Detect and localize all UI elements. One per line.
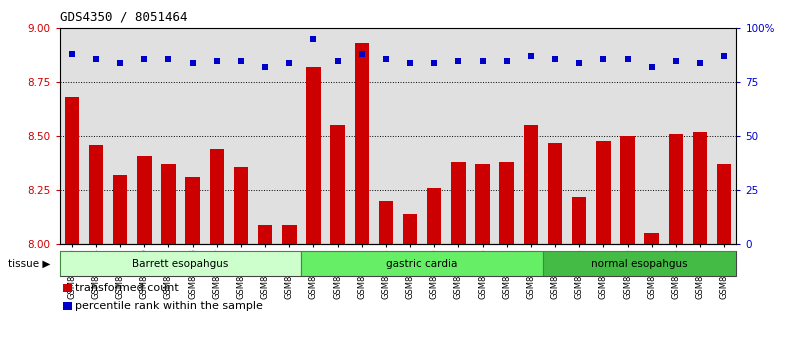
Point: [162, 56, 175, 61]
Text: percentile rank within the sample: percentile rank within the sample: [75, 301, 263, 311]
Point: [283, 60, 295, 66]
Bar: [500, 162, 514, 244]
Bar: [379, 201, 393, 244]
Bar: [161, 164, 176, 244]
Bar: [234, 166, 248, 244]
Bar: [113, 175, 127, 244]
Point: [573, 60, 586, 66]
Point: [380, 56, 392, 61]
Point: [597, 56, 610, 61]
Bar: [427, 188, 442, 244]
Point: [476, 58, 489, 63]
Text: normal esopahgus: normal esopahgus: [591, 259, 688, 269]
Point: [235, 58, 248, 63]
Point: [621, 56, 634, 61]
Bar: [185, 177, 200, 244]
Text: Barrett esopahgus: Barrett esopahgus: [132, 259, 228, 269]
Bar: [669, 134, 683, 244]
Text: gastric cardia: gastric cardia: [387, 259, 458, 269]
Bar: [548, 143, 562, 244]
Bar: [60, 251, 302, 276]
Bar: [63, 302, 72, 310]
Bar: [475, 164, 490, 244]
Point: [452, 58, 465, 63]
Bar: [63, 284, 72, 292]
Bar: [258, 225, 272, 244]
Bar: [302, 251, 543, 276]
Point: [90, 56, 103, 61]
Bar: [137, 156, 151, 244]
Point: [404, 60, 416, 66]
Bar: [524, 125, 538, 244]
Point: [210, 58, 223, 63]
Point: [669, 58, 682, 63]
Point: [138, 56, 150, 61]
Point: [693, 60, 706, 66]
Point: [186, 60, 199, 66]
Point: [525, 53, 537, 59]
Bar: [209, 149, 224, 244]
Bar: [620, 136, 635, 244]
Point: [355, 51, 368, 57]
Point: [331, 58, 344, 63]
Text: GDS4350 / 8051464: GDS4350 / 8051464: [60, 11, 187, 24]
Point: [501, 58, 513, 63]
Point: [646, 64, 658, 70]
Text: transformed count: transformed count: [75, 283, 178, 293]
Bar: [543, 251, 736, 276]
Bar: [572, 197, 587, 244]
Point: [65, 51, 78, 57]
Bar: [88, 145, 103, 244]
Point: [428, 60, 441, 66]
Point: [259, 64, 271, 70]
Bar: [330, 125, 345, 244]
Text: tissue ▶: tissue ▶: [8, 259, 50, 269]
Point: [718, 53, 731, 59]
Point: [114, 60, 127, 66]
Bar: [306, 67, 321, 244]
Bar: [693, 132, 708, 244]
Point: [307, 36, 320, 42]
Point: [548, 56, 561, 61]
Bar: [645, 233, 659, 244]
Bar: [717, 164, 732, 244]
Bar: [354, 44, 369, 244]
Bar: [596, 141, 611, 244]
Bar: [451, 162, 466, 244]
Bar: [403, 214, 417, 244]
Bar: [64, 97, 79, 244]
Bar: [282, 225, 296, 244]
